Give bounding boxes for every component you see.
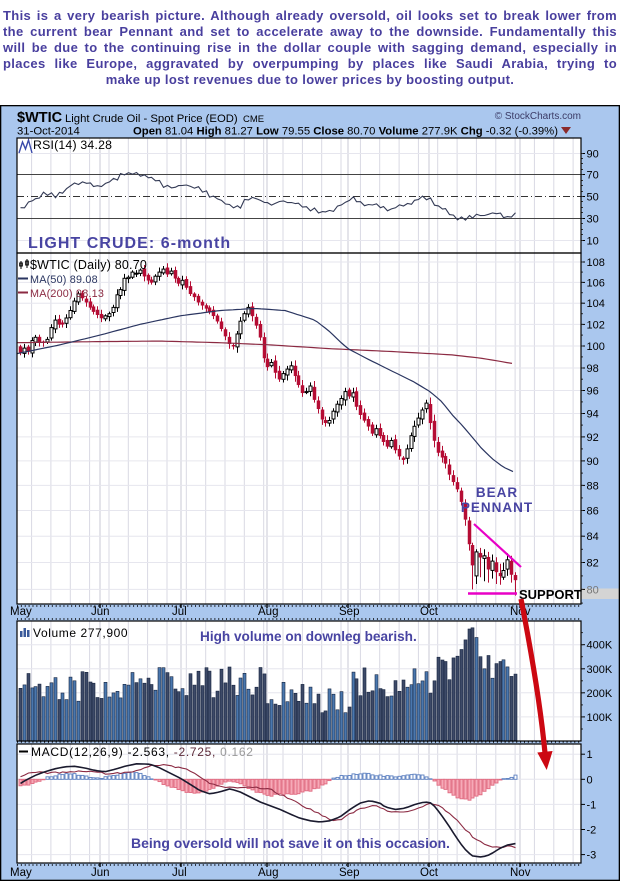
svg-text:Jul: Jul bbox=[172, 606, 187, 618]
svg-text:88: 88 bbox=[587, 480, 599, 492]
svg-text:30: 30 bbox=[587, 214, 599, 226]
svg-text:MA(200) 98.13: MA(200) 98.13 bbox=[30, 288, 104, 300]
svg-text:80: 80 bbox=[587, 584, 599, 596]
svg-text:© StockCharts.com: © StockCharts.com bbox=[495, 111, 581, 122]
svg-text:94: 94 bbox=[587, 409, 599, 421]
svg-text:High volume on downleg bearish: High volume on downleg bearish. bbox=[200, 629, 417, 644]
svg-text:84: 84 bbox=[587, 531, 599, 543]
svg-text:31-Oct-2014: 31-Oct-2014 bbox=[17, 126, 80, 138]
svg-text:May: May bbox=[10, 606, 32, 618]
svg-text:Jun: Jun bbox=[91, 867, 110, 879]
svg-text:92: 92 bbox=[587, 432, 599, 444]
svg-text:1: 1 bbox=[587, 749, 593, 761]
svg-text:MACD(12,26,9) -2.563, -2.725,: MACD(12,26,9) -2.563, -2.725, 0.162 bbox=[31, 745, 254, 759]
svg-text:70: 70 bbox=[587, 170, 599, 182]
svg-text:98: 98 bbox=[587, 363, 599, 375]
svg-text:86: 86 bbox=[587, 506, 599, 518]
svg-text:Nov: Nov bbox=[510, 867, 531, 879]
svg-text:-1: -1 bbox=[587, 799, 597, 811]
svg-text:-2: -2 bbox=[587, 825, 597, 837]
svg-text:MA(50) 89.08: MA(50) 89.08 bbox=[30, 274, 98, 286]
svg-text:PENNANT: PENNANT bbox=[461, 500, 533, 515]
svg-text:May: May bbox=[10, 867, 32, 879]
svg-text:90: 90 bbox=[587, 149, 599, 161]
svg-text:90: 90 bbox=[587, 456, 599, 468]
svg-text:Being oversold will not save i: Being oversold will not save it on this … bbox=[131, 835, 450, 851]
svg-text:$WTIC: $WTIC bbox=[17, 110, 63, 126]
svg-text:200K: 200K bbox=[587, 688, 613, 700]
svg-text:102: 102 bbox=[587, 319, 605, 331]
svg-text:Aug: Aug bbox=[258, 606, 278, 618]
svg-text:Volume 277,900: Volume 277,900 bbox=[33, 626, 128, 640]
svg-text:108: 108 bbox=[587, 257, 605, 269]
svg-text:Sep: Sep bbox=[339, 867, 359, 879]
svg-text:400K: 400K bbox=[587, 640, 613, 652]
svg-text:CME: CME bbox=[243, 114, 264, 125]
svg-text:300K: 300K bbox=[587, 664, 613, 676]
svg-text:RSI(14) 34.28: RSI(14) 34.28 bbox=[33, 138, 112, 152]
svg-text:Jul: Jul bbox=[172, 867, 187, 879]
svg-text:82: 82 bbox=[587, 558, 599, 570]
svg-text:104: 104 bbox=[587, 298, 605, 310]
svg-text:50: 50 bbox=[587, 192, 599, 204]
svg-text:LIGHT CRUDE: 6-month: LIGHT CRUDE: 6-month bbox=[28, 235, 231, 252]
svg-text:Jun: Jun bbox=[91, 606, 110, 618]
svg-text:96: 96 bbox=[587, 386, 599, 398]
svg-text:10: 10 bbox=[587, 236, 599, 248]
svg-text:0: 0 bbox=[587, 774, 593, 786]
svg-text:Sep: Sep bbox=[339, 606, 359, 618]
svg-text:100: 100 bbox=[587, 341, 605, 353]
svg-text:BEAR: BEAR bbox=[476, 485, 518, 500]
svg-text:Open 81.04 High 81.27 Low 79.5: Open 81.04 High 81.27 Low 79.55 Close 80… bbox=[133, 126, 558, 138]
svg-text:106: 106 bbox=[587, 277, 605, 289]
svg-text:SUPPORT: SUPPORT bbox=[519, 587, 582, 602]
svg-text:Aug: Aug bbox=[258, 867, 278, 879]
svg-text:Oct: Oct bbox=[420, 867, 439, 879]
svg-text:Light Crude Oil - Spot Price (: Light Crude Oil - Spot Price (EOD) bbox=[65, 113, 238, 125]
svg-text:100K: 100K bbox=[587, 712, 613, 724]
svg-text:-3: -3 bbox=[587, 850, 597, 862]
svg-text:$WTIC (Daily) 80.70: $WTIC (Daily) 80.70 bbox=[30, 258, 147, 272]
svg-text:Oct: Oct bbox=[420, 606, 439, 618]
